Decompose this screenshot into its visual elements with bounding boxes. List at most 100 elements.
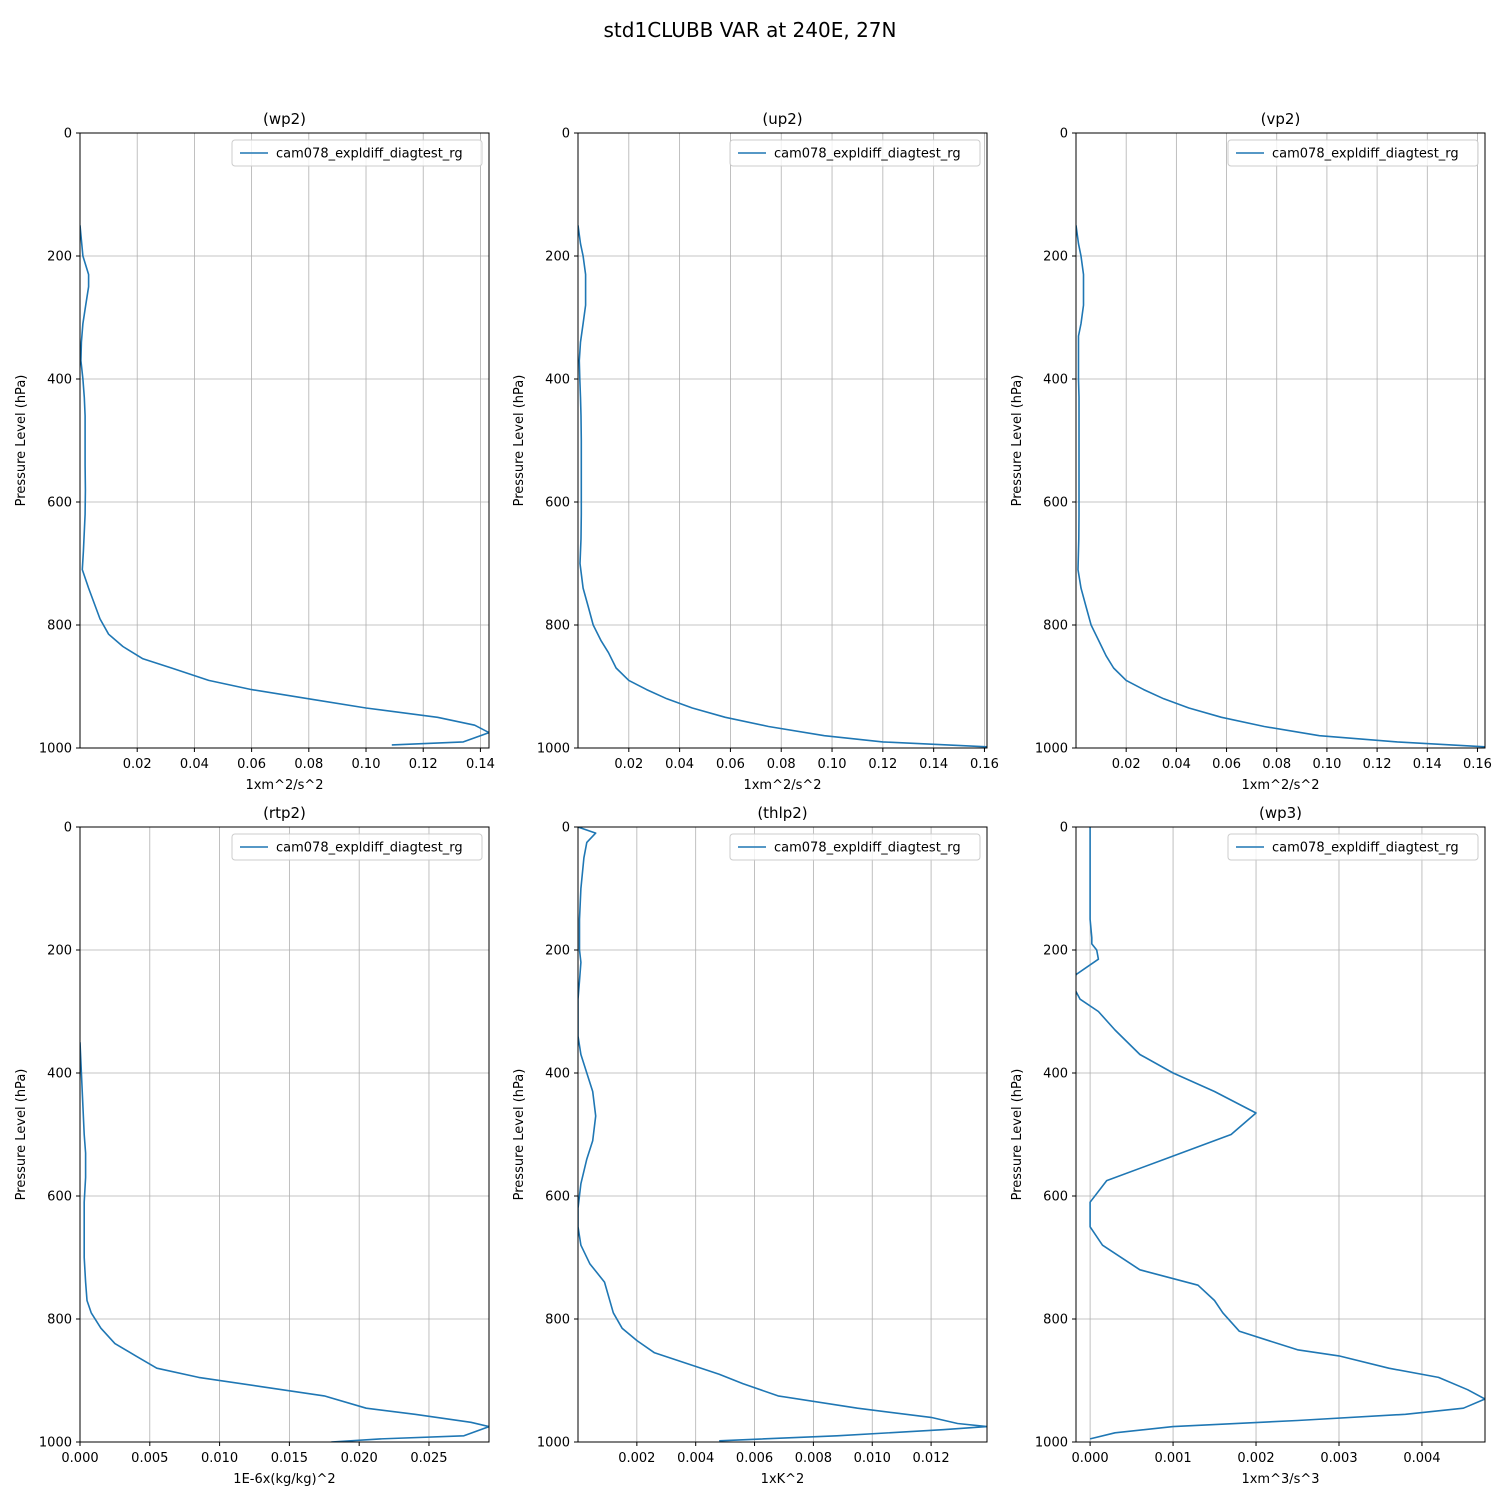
y-tick-label: 200 — [47, 944, 72, 959]
axes-frame — [1075, 826, 1486, 1443]
x-tick-label: 0.025 — [410, 1451, 447, 1466]
y-tick-label: 400 — [545, 373, 570, 388]
x-tick-label: 0.12 — [1363, 757, 1392, 772]
legend: cam078_expldiff_diagtest_rg — [231, 833, 483, 861]
panel-title: (up2) — [762, 110, 802, 128]
x-tick-label: 0.10 — [352, 757, 381, 772]
y-tick-label: 800 — [47, 1313, 72, 1328]
axes-frame — [79, 826, 490, 1443]
legend: cam078_expldiff_diagtest_rg — [231, 139, 483, 167]
x-tick-label: 0.000 — [1071, 1451, 1108, 1466]
y-tick-label: 600 — [545, 1190, 570, 1205]
y-tick-label: 400 — [47, 373, 72, 388]
x-tick-label: 0.16 — [1463, 757, 1492, 772]
y-tick-label: 800 — [47, 619, 72, 634]
x-tick-label: 0.003 — [1320, 1451, 1357, 1466]
y-tick-label: 400 — [47, 1067, 72, 1082]
x-tick-label: 0.04 — [180, 757, 209, 772]
x-tick-label: 0.02 — [1112, 757, 1141, 772]
series-line-1 — [578, 225, 987, 748]
y-axis-label: Pressure Level (hPa) — [512, 1069, 527, 1201]
legend-label: cam078_expldiff_diagtest_rg — [276, 147, 463, 162]
panel-title: (rtp2) — [263, 804, 306, 822]
panel-2: 0.02 0.04 0.06 0.08 0.10 0.12 0.14 0.16 0 200 400 6… — [512, 110, 999, 793]
x-tick-label: 0.010 — [201, 1451, 238, 1466]
y-tick-label: 600 — [1043, 496, 1068, 511]
y-tick-label: 1000 — [537, 1436, 570, 1451]
y-tick-label: 0 — [64, 127, 72, 142]
figure-title: std1CLUBB VAR at 240E, 27N — [604, 18, 897, 42]
y-tick-label: 1000 — [39, 742, 72, 757]
x-tick-label: 0.08 — [767, 757, 796, 772]
y-tick-label: 200 — [1043, 944, 1068, 959]
y-tick-label: 800 — [1043, 1313, 1068, 1328]
x-tick-label: 0.10 — [1312, 757, 1341, 772]
y-tick-label: 0 — [562, 821, 570, 836]
y-tick-label: 400 — [1043, 1067, 1068, 1082]
y-tick-label: 800 — [545, 619, 570, 634]
x-tick-label: 0.04 — [1162, 757, 1191, 772]
panel-3: 0.02 0.04 0.06 0.08 0.10 0.12 0.14 0.16 0 200 400 6… — [1010, 110, 1492, 793]
y-tick-label: 0 — [64, 821, 72, 836]
axes-frame — [577, 132, 988, 749]
x-tick-label: 0.006 — [736, 1451, 773, 1466]
panel-1: 0.02 0.04 0.06 0.08 0.10 0.12 0.14 0 200 400 600 80… — [14, 110, 495, 793]
legend-label: cam078_expldiff_diagtest_rg — [774, 841, 961, 856]
x-tick-label: 0.12 — [868, 757, 897, 772]
x-tick-label: 0.10 — [818, 757, 847, 772]
x-axis-label: 1xm^3/s^3 — [1241, 1472, 1319, 1487]
legend-frame — [1227, 833, 1479, 861]
y-axis-label: Pressure Level (hPa) — [512, 375, 527, 507]
x-tick-label: 0.002 — [1237, 1451, 1274, 1466]
y-tick-label: 0 — [1060, 821, 1068, 836]
panel-title: (vp2) — [1261, 110, 1301, 128]
y-tick-label: 800 — [1043, 619, 1068, 634]
x-tick-label: 0.08 — [1262, 757, 1291, 772]
y-tick-label: 200 — [545, 250, 570, 265]
legend-label: cam078_expldiff_diagtest_rg — [276, 841, 463, 856]
y-tick-label: 0 — [1060, 127, 1068, 142]
x-tick-label: 0.012 — [912, 1451, 949, 1466]
x-tick-label: 0.001 — [1154, 1451, 1191, 1466]
y-tick-label: 200 — [545, 944, 570, 959]
series-line-1 — [578, 827, 987, 1442]
legend-label: cam078_expldiff_diagtest_rg — [1272, 147, 1459, 162]
x-tick-label: 0.02 — [123, 757, 152, 772]
x-tick-label: 0.000 — [61, 1451, 98, 1466]
y-tick-label: 1000 — [39, 1436, 72, 1451]
y-axis-label: Pressure Level (hPa) — [14, 375, 29, 507]
y-tick-label: 600 — [47, 1190, 72, 1205]
legend-frame — [231, 833, 483, 861]
x-tick-label: 0.08 — [294, 757, 323, 772]
y-tick-label: 1000 — [1035, 742, 1068, 757]
x-tick-label: 0.004 — [1403, 1451, 1440, 1466]
x-tick-label: 0.020 — [341, 1451, 378, 1466]
x-axis-label: 1xm^2/s^2 — [1241, 778, 1319, 793]
series-line-1 — [1076, 827, 1485, 1440]
panel-title: (thlp2) — [757, 804, 807, 822]
x-tick-label: 0.12 — [409, 757, 438, 772]
x-tick-label: 0.02 — [614, 757, 643, 772]
y-tick-label: 600 — [545, 496, 570, 511]
y-tick-label: 600 — [1043, 1190, 1068, 1205]
y-tick-label: 200 — [47, 250, 72, 265]
y-tick-label: 1000 — [537, 742, 570, 757]
panel-title: (wp2) — [263, 110, 306, 128]
legend-frame — [729, 139, 981, 167]
y-tick-label: 400 — [545, 1067, 570, 1082]
x-tick-label: 0.010 — [854, 1451, 891, 1466]
x-tick-label: 0.008 — [795, 1451, 832, 1466]
legend: cam078_expldiff_diagtest_rg — [729, 833, 981, 861]
y-tick-label: 600 — [47, 496, 72, 511]
x-axis-label: 1xm^2/s^2 — [743, 778, 821, 793]
legend: cam078_expldiff_diagtest_rg — [1227, 139, 1479, 167]
legend-label: cam078_expldiff_diagtest_rg — [1272, 841, 1459, 856]
x-tick-label: 0.06 — [1212, 757, 1241, 772]
y-tick-label: 1000 — [1035, 1436, 1068, 1451]
legend-label: cam078_expldiff_diagtest_rg — [774, 147, 961, 162]
panel-6: 0.000 0.001 0.002 0.003 0.004 0 200 400 600 800 10… — [1010, 804, 1486, 1487]
series-line-1 — [80, 225, 489, 746]
x-tick-label: 0.005 — [131, 1451, 168, 1466]
x-tick-label: 0.14 — [466, 757, 495, 772]
x-tick-label: 0.06 — [716, 757, 745, 772]
